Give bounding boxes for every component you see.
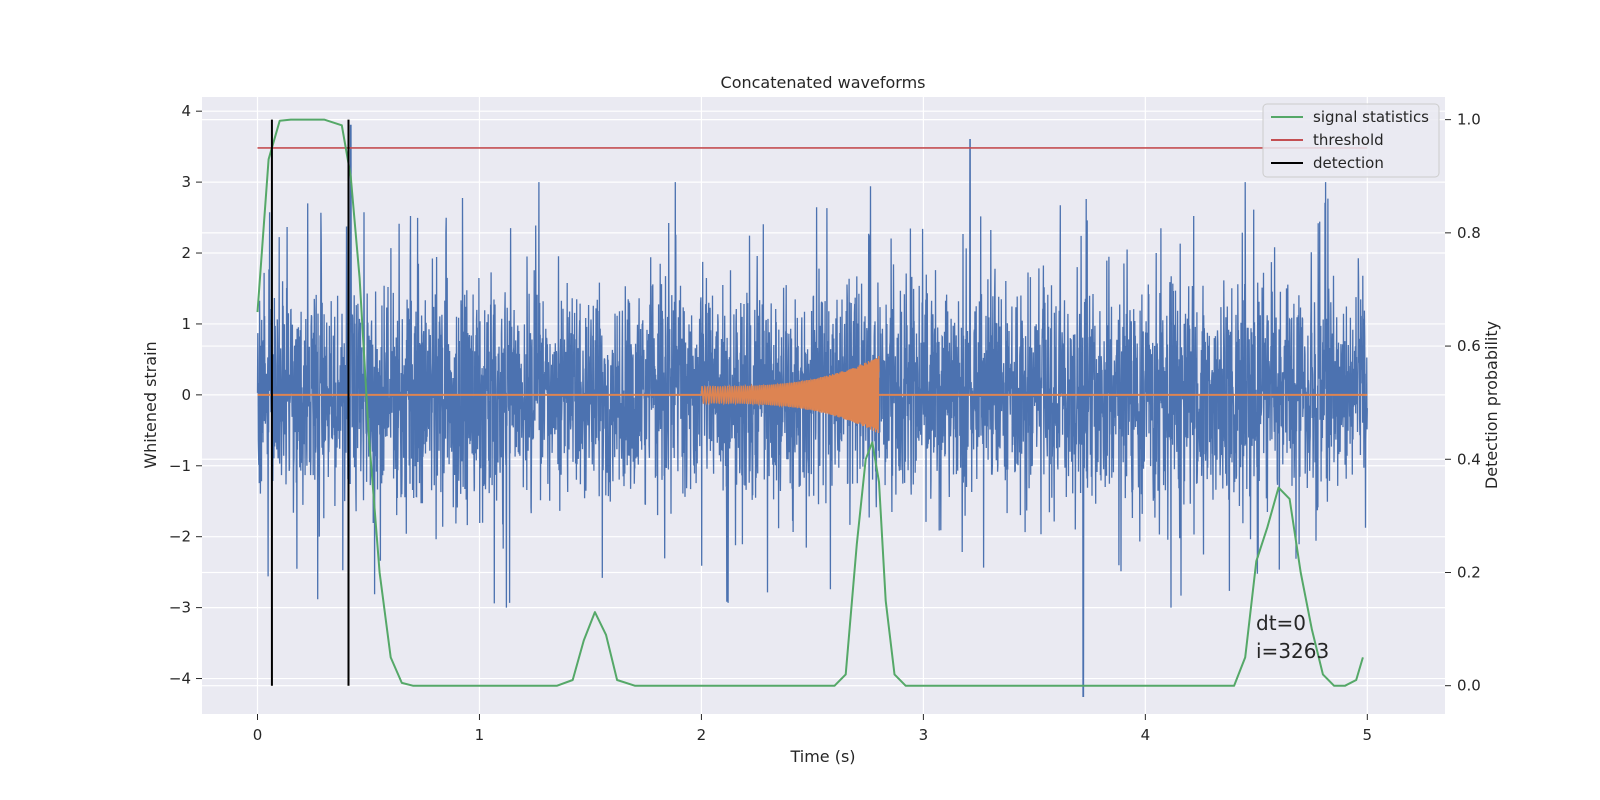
annotation-dt: dt=0: [1256, 611, 1306, 635]
y-axis-label: Whitened strain: [141, 341, 160, 468]
annotation-iteration: i=3263: [1256, 639, 1329, 663]
x-tick-label: 0: [253, 726, 263, 744]
y2-tick-label: 0.2: [1457, 563, 1481, 581]
y2-tick-label: 0.8: [1457, 224, 1481, 242]
x-tick-label: 4: [1141, 726, 1151, 744]
y-tick-label: 0: [181, 386, 191, 404]
y2-tick-label: 1.0: [1457, 111, 1481, 129]
legend: signal statistics threshold detection: [1262, 103, 1440, 178]
y-tick-label: −1: [169, 457, 191, 475]
y-tick-label: 2: [181, 244, 191, 262]
y2-axis-ticks: 0.0 0.2 0.4 0.6 0.8 1.0: [1445, 111, 1481, 695]
y2-axis-label: Detection probability: [1482, 321, 1501, 489]
y-tick-label: −2: [169, 528, 191, 546]
y-tick-label: 4: [181, 102, 191, 120]
y-tick-label: −4: [169, 670, 191, 688]
x-tick-label: 5: [1363, 726, 1373, 744]
y2-tick-label: 0.0: [1457, 677, 1481, 695]
y-axis-ticks: −4 −3 −2 −1 0 1 2 3 4: [169, 102, 202, 688]
y-tick-label: −3: [169, 599, 191, 617]
chart-title: Concatenated waveforms: [721, 73, 926, 92]
legend-label-signal-statistics: signal statistics: [1313, 108, 1429, 126]
x-tick-label: 1: [475, 726, 485, 744]
legend-box: [1262, 103, 1440, 178]
legend-label-detection: detection: [1313, 154, 1384, 172]
legend-label-threshold: threshold: [1313, 131, 1384, 149]
x-axis-ticks: 0 1 2 3 4 5: [253, 714, 1372, 744]
y-tick-label: 3: [181, 173, 191, 191]
y-tick-label: 1: [181, 315, 191, 333]
signal-statistics-line: [256, 118, 1364, 687]
y2-tick-label: 0.6: [1457, 337, 1481, 355]
x-axis-label: Time (s): [789, 747, 855, 766]
x-tick-label: 3: [919, 726, 929, 744]
y2-tick-label: 0.4: [1457, 450, 1481, 468]
plot-area: [256, 118, 1368, 697]
noise-trace: [256, 124, 1368, 697]
waveform-chirp: [700, 355, 880, 434]
x-tick-label: 2: [697, 726, 707, 744]
